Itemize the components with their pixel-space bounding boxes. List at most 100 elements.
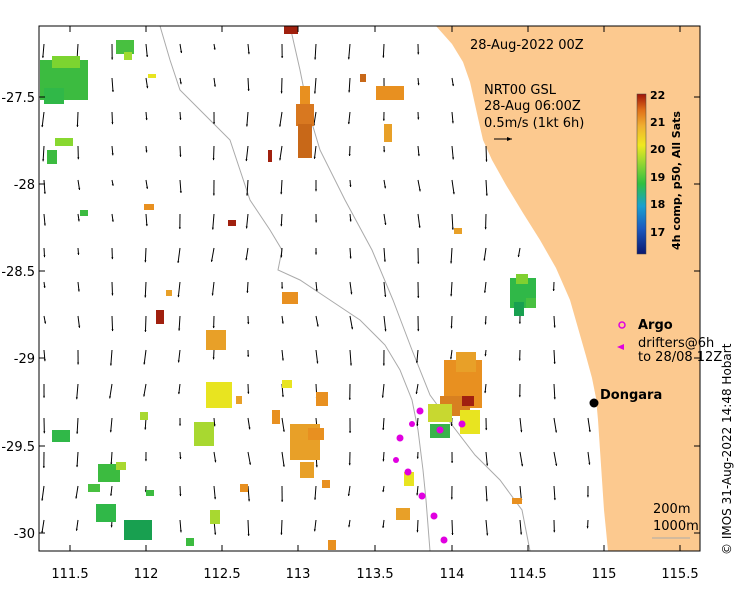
current-vector-head: [212, 158, 215, 161]
current-vector-head: [75, 528, 78, 531]
current-vector: [75, 485, 79, 499]
current-vector-head: [177, 295, 180, 298]
current-vector-head: [351, 327, 354, 330]
current-vector-head: [417, 117, 420, 120]
current-vector-head: [553, 397, 556, 400]
current-vector: [314, 485, 317, 500]
current-vector-head: [416, 530, 419, 533]
current-vector-head: [146, 186, 149, 189]
current-vector-head: [520, 532, 523, 535]
current-vector: [519, 417, 523, 433]
current-vector: [451, 519, 454, 535]
current-vector-head: [452, 192, 455, 195]
colorbar-tick-label: 17: [650, 226, 665, 239]
contour-label-200m: 200m: [653, 502, 690, 517]
current-vector-head: [315, 465, 318, 468]
current-vector: [416, 519, 419, 533]
current-vector-head: [553, 325, 556, 328]
current-vector: [246, 111, 249, 127]
current-vector-head: [109, 430, 112, 433]
current-vector-head: [41, 125, 44, 128]
colorbar-tick-label: 20: [650, 143, 666, 156]
current-vector-head: [179, 82, 182, 85]
current-vector-head: [349, 363, 353, 366]
current-vector-head: [213, 84, 216, 87]
x-tick-label: 115.5: [661, 567, 698, 582]
current-vector: [553, 383, 556, 400]
current-vector-head: [78, 325, 81, 328]
current-vector-head: [146, 86, 149, 89]
current-vector-head: [282, 429, 285, 432]
current-vector-head: [145, 150, 148, 153]
current-vector-head: [109, 363, 113, 366]
current-vector-head: [451, 227, 454, 230]
current-vector-head: [451, 121, 454, 124]
current-vector: [417, 213, 421, 228]
current-vector-head: [349, 184, 352, 187]
current-vector-head: [348, 525, 351, 528]
y-tick-label: -28.5: [1, 265, 35, 280]
current-vector: [43, 213, 46, 226]
colorbar-tick-label: 18: [650, 198, 665, 211]
current-vector-head: [246, 290, 249, 293]
current-vector-head: [143, 394, 146, 397]
current-vector: [143, 383, 147, 397]
current-vector-head: [417, 52, 420, 55]
current-vector-head: [180, 50, 183, 54]
current-vector-head: [42, 395, 46, 398]
current-vector-head: [247, 354, 250, 357]
current-vector-head: [452, 157, 455, 160]
current-vector-head: [281, 395, 284, 398]
current-vector-head: [210, 259, 213, 262]
current-vector-head: [588, 429, 591, 432]
argo-icon: [618, 321, 626, 329]
x-tick-label: 112.5: [203, 567, 240, 582]
current-vector-head: [111, 90, 114, 93]
current-vector-head: [348, 90, 351, 93]
current-vector-head: [280, 192, 283, 195]
current-vector: [281, 417, 285, 432]
current-vector-head: [76, 465, 79, 468]
current-vector-head: [281, 358, 284, 361]
current-vector-head: [552, 289, 555, 292]
current-vector: [349, 281, 353, 295]
current-vector: [247, 485, 250, 502]
current-vector-head: [485, 428, 488, 431]
current-vector-head: [349, 256, 352, 259]
current-vector-head: [247, 52, 250, 55]
current-vector-head: [416, 423, 419, 426]
current-vector-head: [383, 150, 386, 153]
current-vector-head: [145, 224, 148, 227]
current-vector-head: [144, 329, 147, 332]
current-vector-head: [347, 57, 350, 60]
current-vector-head: [451, 461, 454, 463]
current-vector-head: [280, 532, 283, 535]
current-vector-head: [247, 533, 250, 536]
current-vector-head: [43, 359, 46, 362]
current-vector: [144, 315, 147, 332]
current-vector-head: [247, 88, 250, 91]
current-vector-head: [316, 361, 319, 364]
current-vector-head: [314, 252, 318, 255]
current-vector-head: [279, 124, 282, 127]
current-vector-head: [450, 326, 453, 329]
current-vector-head: [348, 154, 351, 156]
plot-frame: [38, 25, 701, 552]
current-vector: [110, 417, 113, 433]
current-vector: [247, 77, 250, 91]
current-vector-head: [248, 499, 251, 502]
current-vector-head: [450, 497, 453, 500]
current-vector: [213, 485, 216, 500]
current-vector: [77, 315, 81, 328]
current-vector-head: [384, 222, 387, 225]
current-vector-head: [111, 257, 114, 260]
land-mass: [436, 26, 700, 551]
current-vector: [315, 349, 319, 364]
drifter-icon: [617, 344, 624, 350]
current-vector-head: [417, 83, 420, 86]
current-vector: [179, 519, 182, 533]
sst-patches: [40, 26, 536, 550]
current-vector: [246, 179, 249, 196]
current-vector-head: [553, 498, 556, 501]
current-vector-head: [42, 159, 45, 162]
